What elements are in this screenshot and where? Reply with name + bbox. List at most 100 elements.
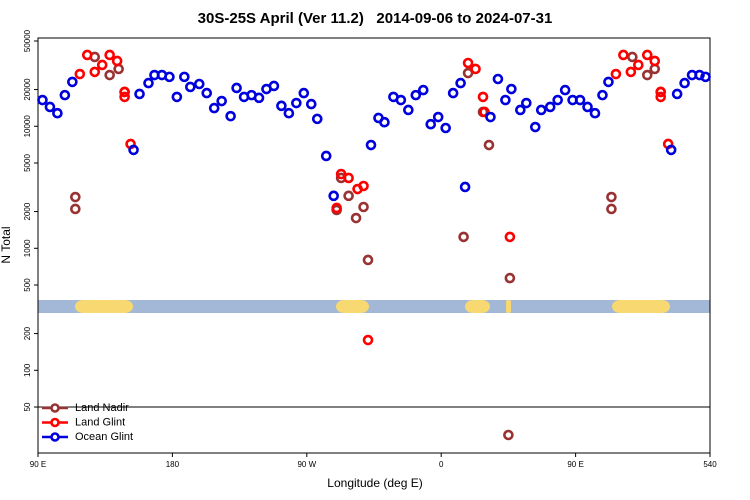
point bbox=[208, 102, 220, 114]
point bbox=[625, 66, 637, 78]
point bbox=[343, 190, 354, 202]
point bbox=[515, 104, 526, 116]
y-tick-label: 20000 bbox=[23, 78, 32, 101]
point bbox=[70, 191, 81, 203]
point bbox=[320, 150, 332, 162]
point bbox=[447, 87, 459, 99]
point bbox=[225, 110, 236, 122]
point bbox=[597, 89, 608, 101]
point bbox=[119, 91, 130, 103]
point bbox=[417, 84, 429, 96]
point bbox=[171, 91, 183, 103]
point bbox=[358, 180, 369, 192]
point bbox=[216, 95, 227, 107]
point bbox=[74, 68, 86, 80]
point bbox=[641, 69, 653, 81]
legend-label: Land Nadir bbox=[75, 402, 129, 414]
point bbox=[483, 139, 495, 151]
x-tick-label: 0 bbox=[439, 460, 444, 469]
land-patch bbox=[506, 300, 511, 313]
point bbox=[403, 104, 414, 116]
x-tick-label: 90 W bbox=[297, 460, 316, 469]
point bbox=[379, 116, 390, 128]
point bbox=[113, 63, 124, 75]
point bbox=[504, 272, 516, 284]
point bbox=[655, 86, 667, 98]
point bbox=[649, 55, 661, 67]
land-ocean-strip bbox=[38, 300, 710, 313]
point bbox=[331, 202, 342, 214]
point bbox=[128, 144, 139, 156]
point bbox=[503, 429, 514, 441]
y-tick-label: 2000 bbox=[23, 202, 32, 220]
point bbox=[96, 59, 108, 71]
x-axis-label: Longitude (deg E) bbox=[327, 476, 422, 490]
ocean-strip bbox=[38, 300, 710, 313]
point bbox=[665, 144, 677, 156]
chart-title: 30S-25S April (Ver 11.2) 2014-09-06 to 2… bbox=[198, 10, 553, 27]
point bbox=[395, 94, 407, 106]
point bbox=[70, 203, 81, 215]
legend-marker bbox=[50, 432, 60, 442]
point bbox=[111, 55, 123, 67]
point bbox=[164, 71, 175, 83]
point bbox=[627, 51, 638, 63]
x-tick-label: 90 E bbox=[567, 460, 583, 469]
point bbox=[477, 91, 489, 103]
point bbox=[253, 92, 265, 104]
x-tick-label: 90 E bbox=[30, 460, 46, 469]
point bbox=[343, 172, 354, 184]
legend-label: Land Glint bbox=[75, 416, 125, 428]
point bbox=[485, 111, 496, 123]
point bbox=[606, 203, 617, 215]
y-tick-label: 100 bbox=[23, 363, 32, 377]
point bbox=[529, 121, 541, 133]
point bbox=[535, 104, 547, 116]
point bbox=[268, 80, 280, 92]
y-tick-label: 500 bbox=[23, 278, 32, 292]
point bbox=[37, 94, 48, 106]
point bbox=[492, 73, 504, 85]
y-tick-label: 1000 bbox=[23, 239, 32, 257]
point bbox=[610, 68, 622, 80]
point bbox=[470, 63, 481, 75]
point bbox=[462, 57, 474, 69]
point bbox=[67, 76, 78, 88]
point bbox=[134, 88, 145, 100]
legend-label: Ocean Glint bbox=[75, 431, 133, 443]
point bbox=[521, 97, 532, 109]
land-patch bbox=[75, 300, 133, 313]
land-patch bbox=[336, 300, 369, 313]
point bbox=[311, 113, 323, 125]
point bbox=[410, 89, 422, 101]
point bbox=[179, 71, 190, 83]
point bbox=[231, 82, 242, 94]
point bbox=[119, 86, 130, 98]
point bbox=[350, 212, 362, 224]
point bbox=[328, 190, 339, 202]
x-tick-label: 180 bbox=[166, 460, 180, 469]
legend-marker bbox=[50, 417, 60, 428]
point bbox=[559, 84, 571, 96]
plot-frame bbox=[37, 37, 711, 454]
point bbox=[504, 231, 516, 243]
y-tick-label: 200 bbox=[23, 326, 32, 340]
point bbox=[358, 201, 369, 213]
point bbox=[459, 181, 471, 193]
point bbox=[633, 59, 644, 71]
point bbox=[552, 94, 563, 106]
point bbox=[432, 111, 444, 123]
point bbox=[291, 97, 302, 109]
point bbox=[276, 100, 287, 112]
point bbox=[104, 69, 115, 81]
land-patch bbox=[612, 300, 670, 313]
point bbox=[618, 49, 629, 61]
point bbox=[201, 87, 213, 99]
point bbox=[365, 139, 377, 151]
point bbox=[544, 101, 556, 113]
point bbox=[143, 77, 154, 89]
point bbox=[603, 76, 614, 88]
y-axis-label: N Total bbox=[0, 226, 13, 263]
point bbox=[641, 49, 653, 61]
